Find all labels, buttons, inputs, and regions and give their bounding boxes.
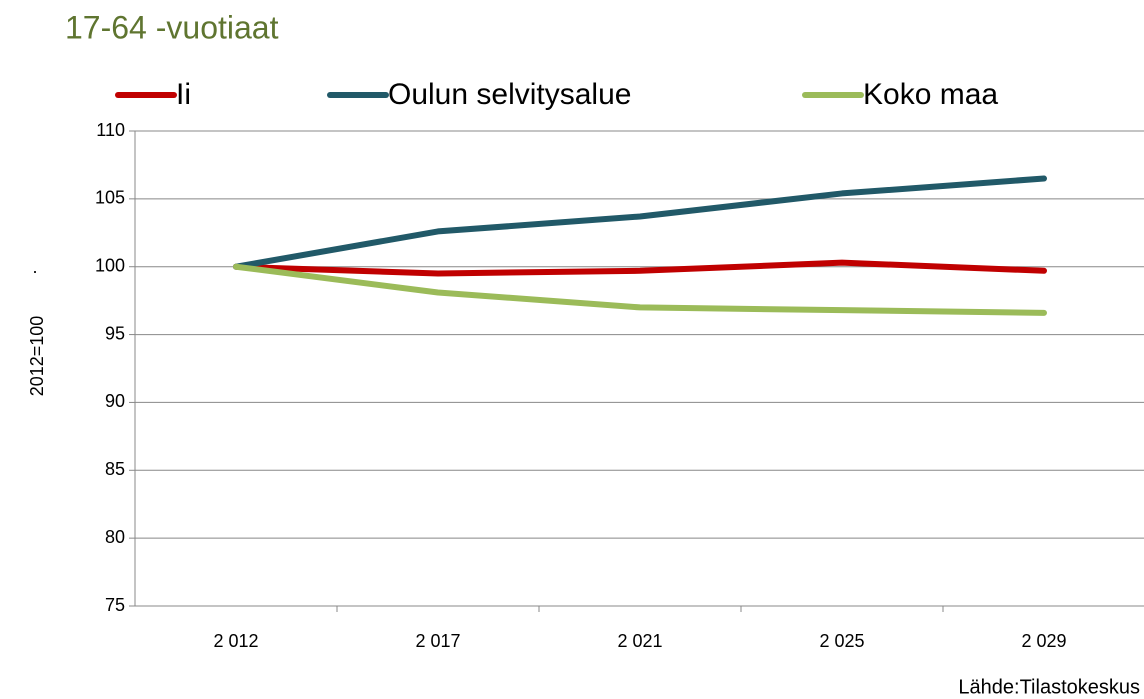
legend-label: Ii xyxy=(176,78,191,111)
x-tick-label: 2 025 xyxy=(819,631,864,651)
legend-label: Koko maa xyxy=(863,78,998,111)
y-tick-label: 75 xyxy=(105,595,125,615)
x-tick-label: 2 012 xyxy=(213,631,258,651)
y-tick-label: 85 xyxy=(105,459,125,479)
series-line xyxy=(233,263,1047,316)
series-line xyxy=(233,259,1047,277)
x-tick-label: 2 017 xyxy=(415,631,460,651)
x-tick-label: 2 021 xyxy=(617,631,662,651)
y-tick-label: 95 xyxy=(105,323,125,343)
y-axis-label: 2012=100 xyxy=(27,316,47,397)
annotation: . xyxy=(32,257,37,277)
y-tick-label: 80 xyxy=(105,527,125,547)
legend-label: Oulun selvitysalue xyxy=(388,78,631,111)
y-tick-label: 110 xyxy=(96,120,125,140)
y-tick-label: 90 xyxy=(105,391,125,411)
y-tick-label: 100 xyxy=(95,255,125,275)
source: Lähde:Tilastokeskus xyxy=(958,676,1140,698)
x-tick-label: 2 029 xyxy=(1021,631,1066,651)
y-tick-label: 105 xyxy=(95,188,125,208)
chart-title: 17-64 -vuotiaat xyxy=(65,9,279,45)
series-line xyxy=(233,175,1047,270)
